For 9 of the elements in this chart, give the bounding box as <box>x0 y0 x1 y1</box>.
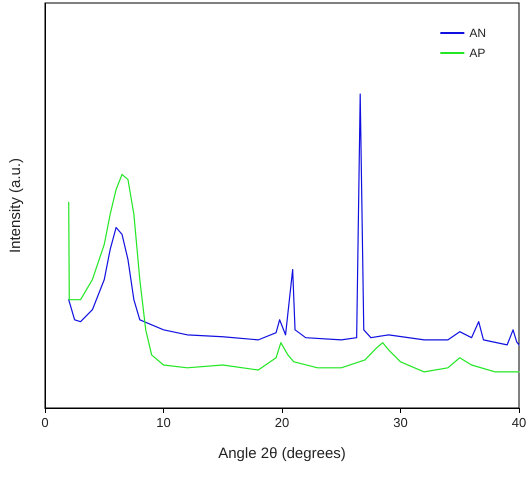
x-tick-label: 10 <box>156 415 171 430</box>
x-tick-label: 40 <box>512 415 526 430</box>
x-tick-label: 30 <box>393 415 408 430</box>
x-axis-title: Angle 2θ (degrees) <box>218 445 346 462</box>
legend-label: AN <box>469 26 486 40</box>
x-tick-label: 20 <box>274 415 290 430</box>
y-axis-title: Intensity (a.u.) <box>7 158 24 254</box>
x-tick-label: 0 <box>41 415 49 430</box>
legend-label: AP <box>469 46 486 60</box>
